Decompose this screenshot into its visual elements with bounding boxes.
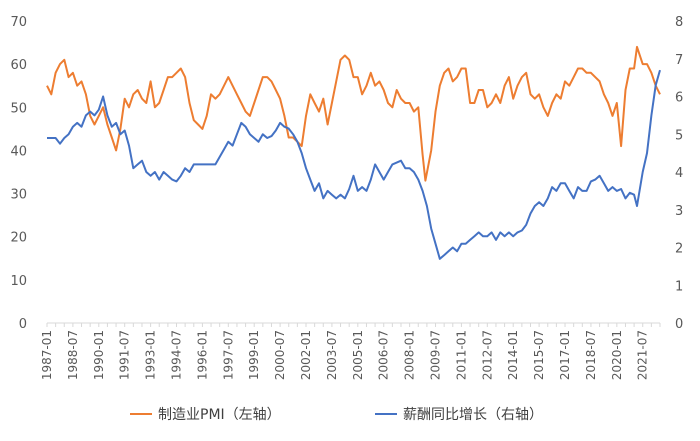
- left-y-tick-label: 30: [10, 188, 27, 203]
- series-line-1: [46, 45, 661, 182]
- x-tick-label: 2012-07: [480, 330, 494, 380]
- right-y-axis: 0 1 2 3 4 5 6 7 8: [675, 15, 683, 332]
- right-y-tick-label: 1: [675, 279, 683, 294]
- left-y-axis: 0 10 20 30 40 50 60 70: [10, 15, 27, 332]
- left-y-tick-label: 20: [10, 231, 27, 246]
- x-tick-label: 2006-07: [377, 330, 391, 380]
- left-y-tick-label: 10: [10, 274, 27, 289]
- x-tick-label: 2003-07: [325, 330, 339, 380]
- x-tick-label: 2015-07: [532, 330, 546, 380]
- x-tick-label: 1990-01: [92, 330, 106, 380]
- right-y-tick-label: 4: [675, 166, 683, 181]
- x-tick-label: 2014-01: [506, 330, 520, 380]
- right-y-tick-label: 3: [675, 204, 683, 219]
- x-tick-label: 2020-01: [610, 330, 624, 380]
- left-y-tick-label: 0: [19, 317, 27, 332]
- left-y-tick-label: 50: [10, 101, 27, 116]
- right-y-tick-label: 2: [675, 242, 683, 257]
- x-axis: 1987-01 1988-07 1990-01 1991-07 1993-01 1994-…: [40, 323, 661, 380]
- x-tick-label: 2017-01: [558, 330, 572, 380]
- left-y-tick-label: 60: [10, 58, 27, 73]
- x-tick-label: 1994-07: [170, 330, 184, 380]
- legend-label: 制造业PMI（左轴）: [158, 407, 281, 423]
- x-tick-label: 2005-01: [351, 330, 365, 380]
- series-layer: [46, 45, 661, 260]
- right-y-tick-label: 8: [675, 15, 683, 30]
- x-tick-label: 1991-07: [118, 330, 132, 380]
- x-tick-label: 2011-01: [454, 330, 468, 380]
- legend-label: 薪酬同比增长（右轴）: [403, 407, 543, 423]
- left-y-tick-label: 40: [10, 144, 27, 159]
- right-y-tick-label: 6: [675, 91, 683, 106]
- x-tick-label: 2018-07: [584, 330, 598, 380]
- x-tick-label: 1987-01: [40, 330, 54, 380]
- x-tick-label: 1999-01: [247, 330, 261, 380]
- right-y-tick-label: 7: [675, 53, 683, 68]
- legend: 制造业PMI（左轴） 薪酬同比增长（右轴）: [130, 407, 543, 423]
- x-tick-label: 1988-07: [66, 330, 80, 380]
- right-y-tick-label: 0: [675, 317, 683, 332]
- x-tick-label: 1997-07: [221, 330, 235, 380]
- x-tick-label: 1993-01: [144, 330, 158, 380]
- series-line-2: [47, 69, 661, 260]
- x-tick-label: 2008-01: [403, 330, 417, 380]
- x-tick-label: 2002-01: [299, 330, 313, 380]
- right-y-tick-label: 5: [675, 128, 683, 143]
- x-tick-label: 2000-07: [273, 330, 287, 380]
- x-tick-label: 2009-07: [429, 330, 443, 380]
- x-tick-label: 2021-07: [636, 330, 650, 380]
- left-y-tick-label: 70: [10, 15, 27, 30]
- x-tick-label: 1996-01: [195, 330, 209, 380]
